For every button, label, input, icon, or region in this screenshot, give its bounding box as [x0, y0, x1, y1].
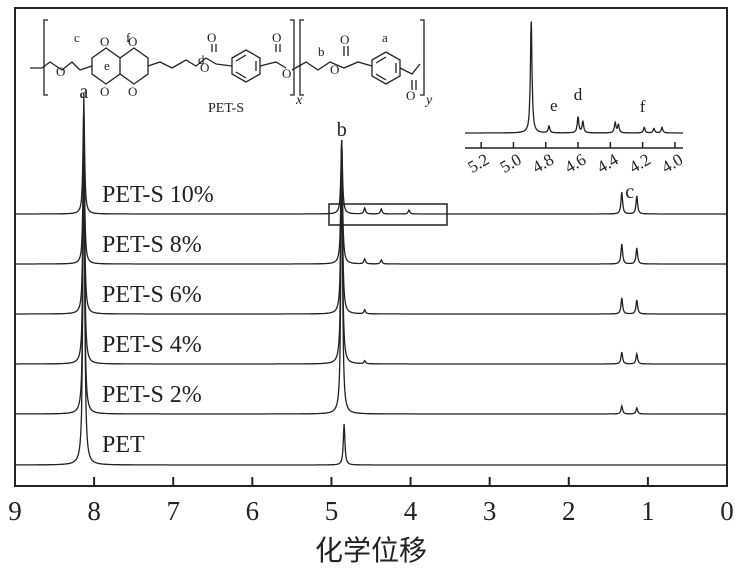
inset-peak-label: d — [574, 85, 583, 104]
x-tick-label: 0 — [720, 496, 734, 526]
bracket-right-2 — [420, 19, 425, 96]
oxygen-label: O — [406, 88, 415, 103]
plot-frame — [14, 7, 728, 487]
atom-label-c: c — [74, 30, 80, 45]
oxygen-label: O — [272, 30, 281, 45]
structure-labels: O O O O O O O O O O O O c e f d b a PET-… — [56, 30, 433, 116]
benzene-ring-1 — [231, 49, 261, 83]
spectrum-line — [15, 139, 727, 415]
carbonyl-3 — [343, 46, 349, 56]
inset-tick-label: 5.2 — [464, 150, 492, 177]
oxygen-label: O — [128, 34, 137, 49]
benzene-ring-2 — [371, 51, 401, 85]
inset-peak-label: e — [550, 96, 558, 115]
spectrum-line — [15, 92, 727, 466]
oxygen-label: O — [282, 66, 291, 81]
atom-label-b: b — [318, 44, 325, 59]
benzene-ring-1-inner — [235, 54, 257, 79]
inset-tick-label: 4.4 — [594, 149, 622, 176]
x-tick-label: 7 — [166, 496, 180, 526]
inset-peak-label: f — [640, 97, 646, 116]
peak-label: b — [337, 119, 347, 141]
inset-tick-label: 5.0 — [497, 150, 525, 177]
x-tick-label: 2 — [562, 496, 576, 526]
oxygen-label: O — [100, 84, 109, 99]
series-label: PET-S 8% — [102, 232, 202, 258]
backbone-ethylene — [291, 61, 373, 71]
spectrum-line — [15, 139, 727, 365]
peak-labels: a b c — [79, 81, 634, 203]
x-tick-label: 6 — [246, 496, 260, 526]
benzene-ring-2-inner — [375, 56, 397, 81]
atom-label-a: a — [382, 30, 388, 45]
carbonyl-2 — [259, 44, 287, 69]
spectrum-line — [15, 102, 727, 215]
inset-peak-labels: ed f — [550, 85, 646, 116]
atom-label-f: f — [126, 30, 131, 45]
bracket-left — [43, 19, 48, 96]
x-tick-label: 3 — [483, 496, 497, 526]
x-axis-title: 化学位移 — [315, 535, 427, 567]
inset-x-ticks: 5.2 5.0 4.8 4.6 4.4 4.2 4.0 — [464, 142, 686, 177]
series-label: PET — [102, 432, 145, 458]
subscript-y: y — [424, 93, 433, 108]
inset-plot: 5.2 5.0 4.8 4.6 4.4 4.2 4.0 ed f — [464, 21, 686, 177]
carbonyl-4 — [399, 63, 421, 90]
carbonyl-1 — [211, 44, 233, 67]
x-tick-label: 1 — [641, 496, 655, 526]
inset-tick-label: 4.0 — [658, 150, 686, 177]
x-tick-label: 4 — [404, 496, 418, 526]
atom-label-e: e — [104, 58, 110, 73]
peak-label: c — [625, 181, 634, 203]
inset-tick-label: 4.8 — [529, 150, 557, 177]
spiro-ring-2 — [119, 47, 149, 85]
inset-tick-label: 4.6 — [561, 150, 589, 177]
backbone-left — [30, 61, 81, 71]
subscript-x: x — [295, 93, 303, 108]
inset-zoom-box — [328, 203, 448, 226]
series-label: PET-S 2% — [102, 382, 202, 408]
spectrum-line — [15, 139, 727, 315]
inset-spectrum-line — [465, 21, 683, 134]
series-labels: PET-S 10% PET-S 8% PET-S 6% PET-S 4% PET-S 2… — [102, 182, 214, 458]
x-tick-label: 8 — [87, 496, 101, 526]
series-label: PET-S 4% — [102, 332, 202, 358]
oxygen-label: O — [100, 34, 109, 49]
inset-tick-label: 4.2 — [626, 150, 654, 177]
chemical-structure — [30, 19, 425, 96]
bracket-right-1 — [290, 19, 295, 96]
x-axis-ticks: 9 8 7 6 5 4 3 2 1 0 — [8, 477, 734, 526]
backbone-mid — [79, 57, 217, 71]
bracket-left-2 — [299, 19, 304, 96]
x-tick-label: 9 — [8, 496, 22, 526]
structure-name: PET-S — [208, 101, 244, 116]
peak-label: a — [79, 81, 88, 103]
oxygen-label: O — [330, 62, 339, 77]
oxygen-label: O — [200, 60, 209, 75]
atom-label-d: d — [198, 52, 205, 67]
oxygen-label: O — [340, 32, 349, 47]
spectra-group — [15, 92, 727, 466]
oxygen-label: O — [128, 84, 137, 99]
series-label: PET-S 6% — [102, 282, 202, 308]
series-label: PET-S 10% — [102, 182, 214, 208]
spectrum-line — [15, 139, 727, 265]
x-tick-label: 5 — [325, 496, 339, 526]
oxygen-label: O — [56, 64, 65, 79]
oxygen-label: O — [207, 30, 216, 45]
